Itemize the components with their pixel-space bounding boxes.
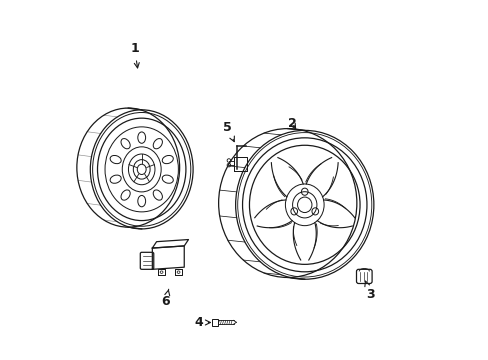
Text: 2: 2 [287, 117, 296, 130]
Ellipse shape [138, 195, 145, 207]
Ellipse shape [121, 139, 130, 149]
Ellipse shape [110, 156, 121, 164]
Text: 5: 5 [223, 121, 234, 141]
Ellipse shape [110, 175, 121, 183]
Ellipse shape [121, 190, 130, 200]
Ellipse shape [162, 175, 173, 183]
Text: 4: 4 [194, 316, 210, 329]
Ellipse shape [162, 156, 173, 164]
Text: 1: 1 [130, 42, 139, 68]
Ellipse shape [153, 139, 162, 149]
Text: 3: 3 [364, 281, 374, 301]
Text: 6: 6 [161, 289, 170, 308]
Ellipse shape [153, 190, 162, 200]
Ellipse shape [138, 132, 145, 143]
